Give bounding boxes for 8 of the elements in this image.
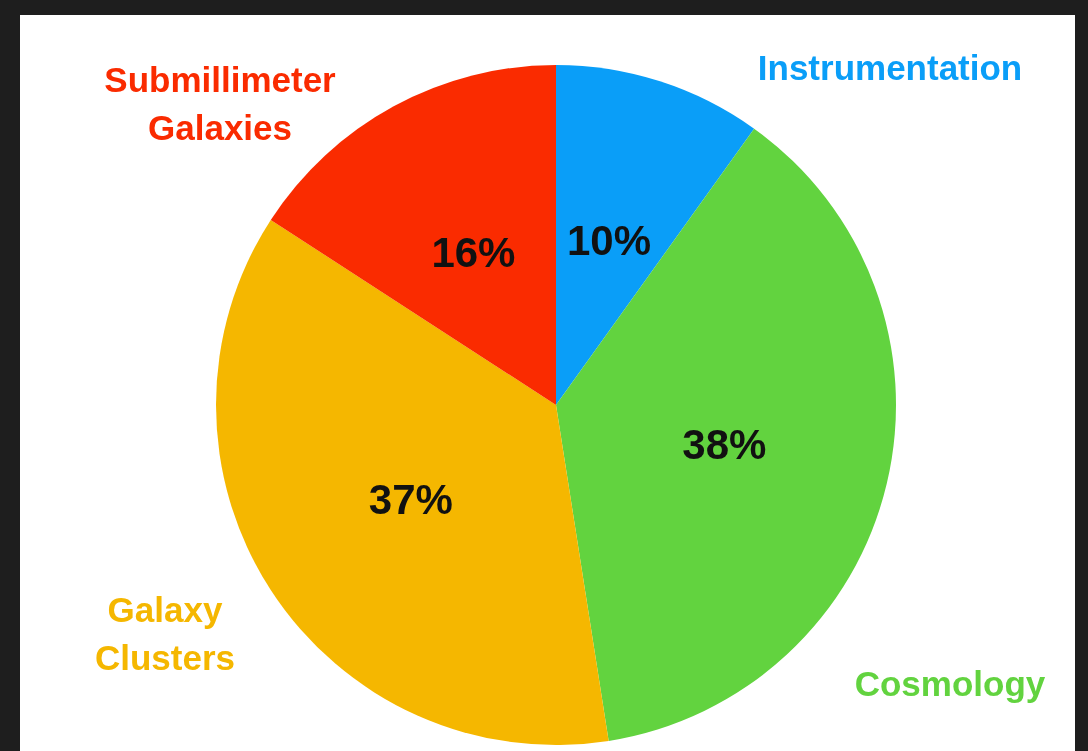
data-label: 10% [566, 216, 651, 264]
slice-label: Instrumentation [757, 47, 1023, 87]
slice-label: Cosmology [854, 663, 1046, 703]
data-label: 16% [431, 229, 516, 277]
data-label: 38% [682, 421, 767, 469]
slice-label: Submillimeter Galaxies [104, 59, 337, 147]
data-label: 37% [368, 475, 453, 523]
slice-label: Galaxy Clusters [94, 589, 236, 677]
